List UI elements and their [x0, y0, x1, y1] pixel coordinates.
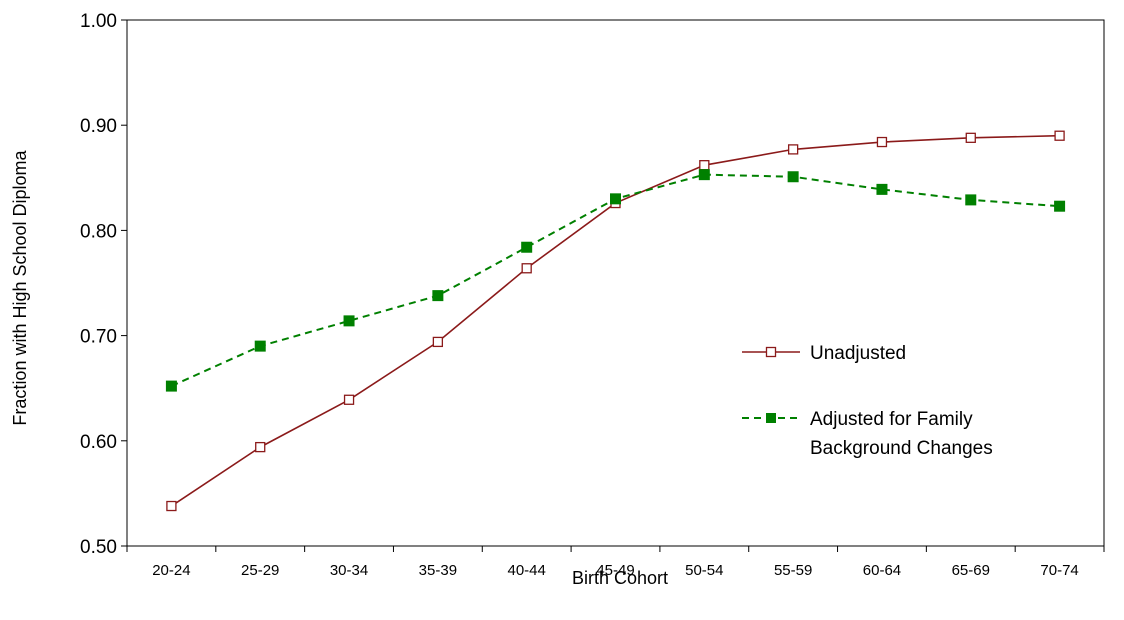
axes	[126, 19, 1105, 547]
data-point	[255, 441, 266, 453]
y-tick-label: 0.50	[80, 537, 117, 558]
data-point	[343, 315, 355, 327]
x-tick-label: 60-64	[863, 562, 901, 579]
x-tick-label: 35-39	[419, 562, 457, 579]
legend-label: Adjusted for Family	[810, 409, 973, 430]
plot-frame	[126, 19, 1105, 547]
x-axis-ticks: 20-24 25-29 30-34 35-39 40-44 45-49 50-54 55-59…	[126, 546, 1105, 579]
data-point	[787, 144, 799, 155]
data-point	[521, 241, 533, 253]
x-tick-label: 70-74	[1040, 562, 1078, 579]
y-tick-label: 0.60	[80, 432, 117, 453]
legend-label: Unadjusted	[810, 343, 906, 364]
x-tick-label: 40-44	[507, 562, 545, 579]
y-tick-label: 0.80	[80, 221, 117, 242]
data-point	[610, 193, 621, 205]
x-tick-label: 25-29	[241, 562, 279, 579]
legend: Unadjusted Adjusted for Family Background …	[742, 343, 993, 459]
series-2	[165, 169, 1066, 392]
legend-swatch-marker	[766, 413, 776, 423]
x-tick-label: 20-24	[152, 562, 190, 579]
data-point	[432, 336, 444, 348]
data-point	[876, 136, 888, 148]
data-point	[699, 160, 710, 171]
x-tick-label: 50-54	[685, 562, 723, 579]
data-point	[1054, 130, 1065, 141]
data-point	[787, 171, 799, 183]
data-point	[521, 263, 532, 274]
y-tick-label: 0.70	[80, 327, 117, 348]
x-tick-label: 55-59	[774, 562, 812, 579]
x-tick-label: 65-69	[952, 562, 990, 579]
y-axis-ticks: 0.50 0.60 0.70 0.80 0.90 1.00	[80, 11, 127, 558]
data-point	[166, 500, 177, 512]
data-point	[876, 183, 888, 195]
data-point	[1054, 200, 1066, 212]
series-layer	[165, 130, 1066, 512]
data-point	[698, 169, 710, 181]
data-point	[965, 132, 976, 143]
y-axis-title: Fraction with High School Diploma	[10, 149, 30, 425]
legend-label: Background Changes	[810, 438, 993, 459]
y-tick-label: 1.00	[80, 11, 117, 32]
legend-swatch-marker	[765, 346, 777, 358]
data-point	[432, 290, 444, 302]
data-point	[165, 380, 177, 392]
data-point	[343, 394, 355, 405]
x-tick-label: 30-34	[330, 562, 368, 579]
data-point	[254, 340, 266, 352]
y-tick-label: 0.90	[80, 116, 117, 137]
data-point	[965, 194, 977, 206]
x-tick-label: 45-49	[596, 562, 634, 579]
x-axis-title: Birth Cohort	[572, 568, 668, 588]
